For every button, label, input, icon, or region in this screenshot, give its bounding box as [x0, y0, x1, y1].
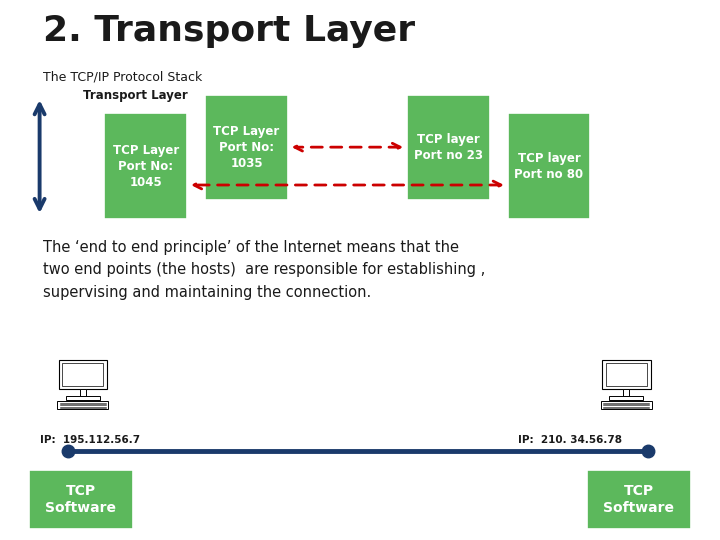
FancyBboxPatch shape — [63, 363, 103, 386]
Text: 2. Transport Layer: 2. Transport Layer — [43, 14, 415, 48]
FancyBboxPatch shape — [66, 396, 100, 400]
FancyBboxPatch shape — [624, 389, 629, 396]
Text: TCP Layer
Port No:
1045: TCP Layer Port No: 1045 — [112, 144, 179, 188]
Text: IP:  195.112.56.7: IP: 195.112.56.7 — [40, 435, 140, 445]
FancyBboxPatch shape — [508, 113, 590, 219]
FancyBboxPatch shape — [601, 401, 652, 409]
FancyBboxPatch shape — [29, 470, 133, 529]
FancyBboxPatch shape — [80, 389, 86, 396]
Text: TCP layer
Port no 80: TCP layer Port no 80 — [514, 152, 584, 180]
FancyBboxPatch shape — [205, 94, 288, 200]
Text: The TCP/IP Protocol Stack: The TCP/IP Protocol Stack — [43, 70, 202, 83]
FancyBboxPatch shape — [602, 360, 651, 389]
Text: TCP Layer
Port No:
1035: TCP Layer Port No: 1035 — [213, 125, 280, 170]
Text: TCP
Software: TCP Software — [45, 484, 117, 515]
Text: Transport Layer: Transport Layer — [83, 89, 187, 102]
Text: IP:  210. 34.56.78: IP: 210. 34.56.78 — [518, 435, 622, 445]
FancyBboxPatch shape — [407, 94, 490, 200]
FancyBboxPatch shape — [587, 470, 691, 529]
FancyBboxPatch shape — [58, 401, 108, 409]
FancyBboxPatch shape — [609, 396, 644, 400]
FancyBboxPatch shape — [104, 113, 187, 219]
Text: The ‘end to end principle’ of the Internet means that the
two end points (the ho: The ‘end to end principle’ of the Intern… — [43, 240, 485, 300]
FancyBboxPatch shape — [606, 363, 647, 386]
Text: TCP layer
Port no 23: TCP layer Port no 23 — [414, 133, 482, 161]
FancyBboxPatch shape — [58, 360, 107, 389]
Text: TCP
Software: TCP Software — [603, 484, 675, 515]
